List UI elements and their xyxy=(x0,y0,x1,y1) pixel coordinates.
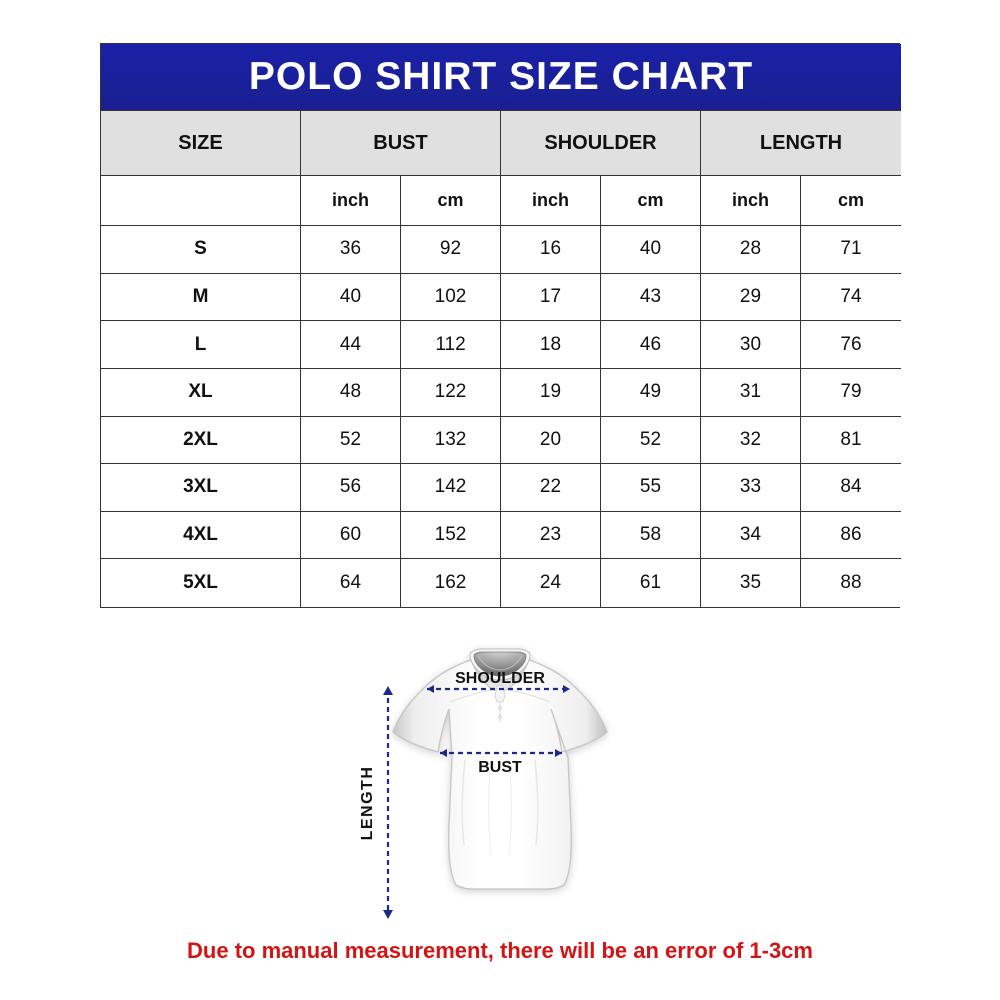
svg-text:SHOULDER: SHOULDER xyxy=(455,670,545,687)
svg-text:BUST: BUST xyxy=(478,759,522,776)
